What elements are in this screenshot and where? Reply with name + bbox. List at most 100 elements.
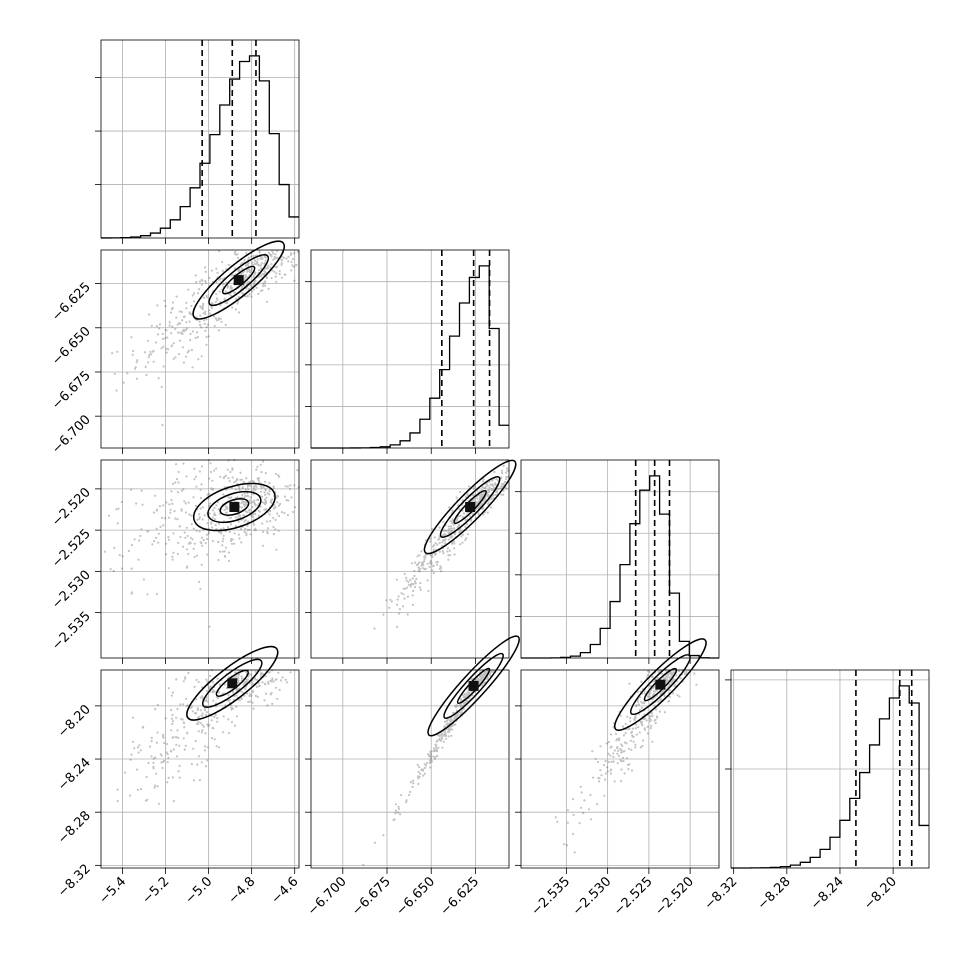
sample-point — [107, 514, 111, 517]
sample-point — [482, 493, 485, 496]
sample-point — [239, 528, 243, 531]
sample-point — [156, 703, 159, 706]
sample-point — [464, 701, 467, 704]
sample-point — [636, 690, 640, 693]
sample-point — [200, 283, 203, 286]
sample-point — [637, 726, 640, 729]
hist-frame-2 — [520, 459, 720, 659]
sample-point — [484, 486, 487, 489]
sample-point — [407, 580, 410, 583]
sample-point — [695, 683, 698, 686]
sample-point — [229, 516, 232, 519]
sample-point — [276, 265, 279, 268]
sample-point — [580, 791, 583, 794]
sample-point — [254, 503, 257, 506]
sample-point — [493, 470, 496, 474]
sample-point — [211, 681, 215, 684]
sample-point — [243, 505, 246, 508]
sample-point — [494, 490, 497, 493]
sample-point — [207, 335, 210, 338]
sample-point — [442, 552, 445, 555]
sample-point — [181, 718, 184, 721]
hist-step-1 — [311, 265, 509, 449]
sample-point — [248, 528, 251, 531]
sample-point — [211, 540, 214, 543]
sample-point — [171, 325, 174, 328]
sample-point — [256, 678, 259, 682]
sample-point — [476, 677, 479, 681]
sample-point — [196, 518, 199, 521]
sample-point — [486, 511, 489, 514]
sample-point — [606, 770, 609, 773]
sample-point — [654, 718, 657, 721]
sample-point — [491, 483, 494, 486]
sample-point — [264, 256, 267, 259]
sample-point — [497, 479, 500, 482]
sample-point — [198, 513, 201, 516]
sample-point — [638, 708, 641, 712]
sample-point — [678, 695, 681, 698]
sample-point — [175, 463, 178, 466]
sample-point — [450, 728, 454, 731]
y-tick-label-2-3: −2.520 — [49, 485, 94, 530]
sample-point — [200, 563, 203, 566]
sample-point — [286, 514, 289, 517]
sample-point — [264, 267, 267, 270]
sample-point — [622, 734, 626, 737]
sample-point — [206, 522, 209, 525]
sample-point — [446, 547, 449, 550]
sample-point — [230, 496, 233, 499]
sample-point — [191, 330, 194, 333]
sample-point — [233, 532, 236, 535]
sample-point — [159, 753, 162, 756]
sample-point — [215, 504, 218, 507]
sample-point — [458, 529, 461, 532]
sample-point — [630, 748, 633, 751]
sample-point — [199, 314, 202, 317]
sample-point — [219, 530, 222, 534]
sample-point — [204, 765, 207, 768]
sample-point — [671, 680, 674, 684]
sample-point — [490, 497, 493, 500]
sample-point — [242, 503, 245, 506]
scatter-cloud-1_0 — [111, 249, 299, 427]
sample-point — [212, 699, 215, 702]
sample-point — [675, 674, 678, 677]
sample-point — [651, 740, 654, 743]
sample-point — [293, 252, 296, 255]
sample-point — [453, 723, 456, 726]
sample-point — [160, 385, 163, 388]
sample-point — [244, 275, 247, 278]
sample-point — [480, 677, 483, 680]
sample-point — [219, 475, 222, 478]
sample-point — [478, 677, 481, 680]
sample-point — [420, 563, 424, 566]
sample-point — [469, 519, 472, 522]
sample-point — [283, 511, 286, 515]
sample-point — [259, 267, 262, 270]
density-peak-3_1 — [468, 680, 479, 691]
sample-point — [133, 538, 136, 541]
sample-point — [634, 746, 637, 749]
sample-point — [481, 494, 485, 497]
sample-point — [176, 552, 179, 556]
sample-point — [246, 270, 249, 273]
sample-point — [185, 526, 188, 529]
sample-point — [227, 699, 230, 702]
sample-point — [254, 513, 257, 516]
sample-point — [420, 564, 423, 567]
sample-point — [411, 785, 414, 789]
contour-3_2-1 — [629, 654, 691, 716]
sample-point — [482, 507, 485, 510]
sample-point — [480, 503, 483, 506]
sample-point — [176, 729, 179, 732]
sample-point — [412, 782, 415, 785]
sample-point — [243, 520, 246, 523]
sample-point — [113, 546, 116, 550]
hist-frame-3 — [730, 669, 930, 869]
sample-point — [196, 707, 199, 710]
sample-point — [184, 677, 187, 680]
sample-point — [438, 541, 441, 545]
sample-point — [247, 520, 250, 523]
sample-point — [634, 723, 638, 726]
